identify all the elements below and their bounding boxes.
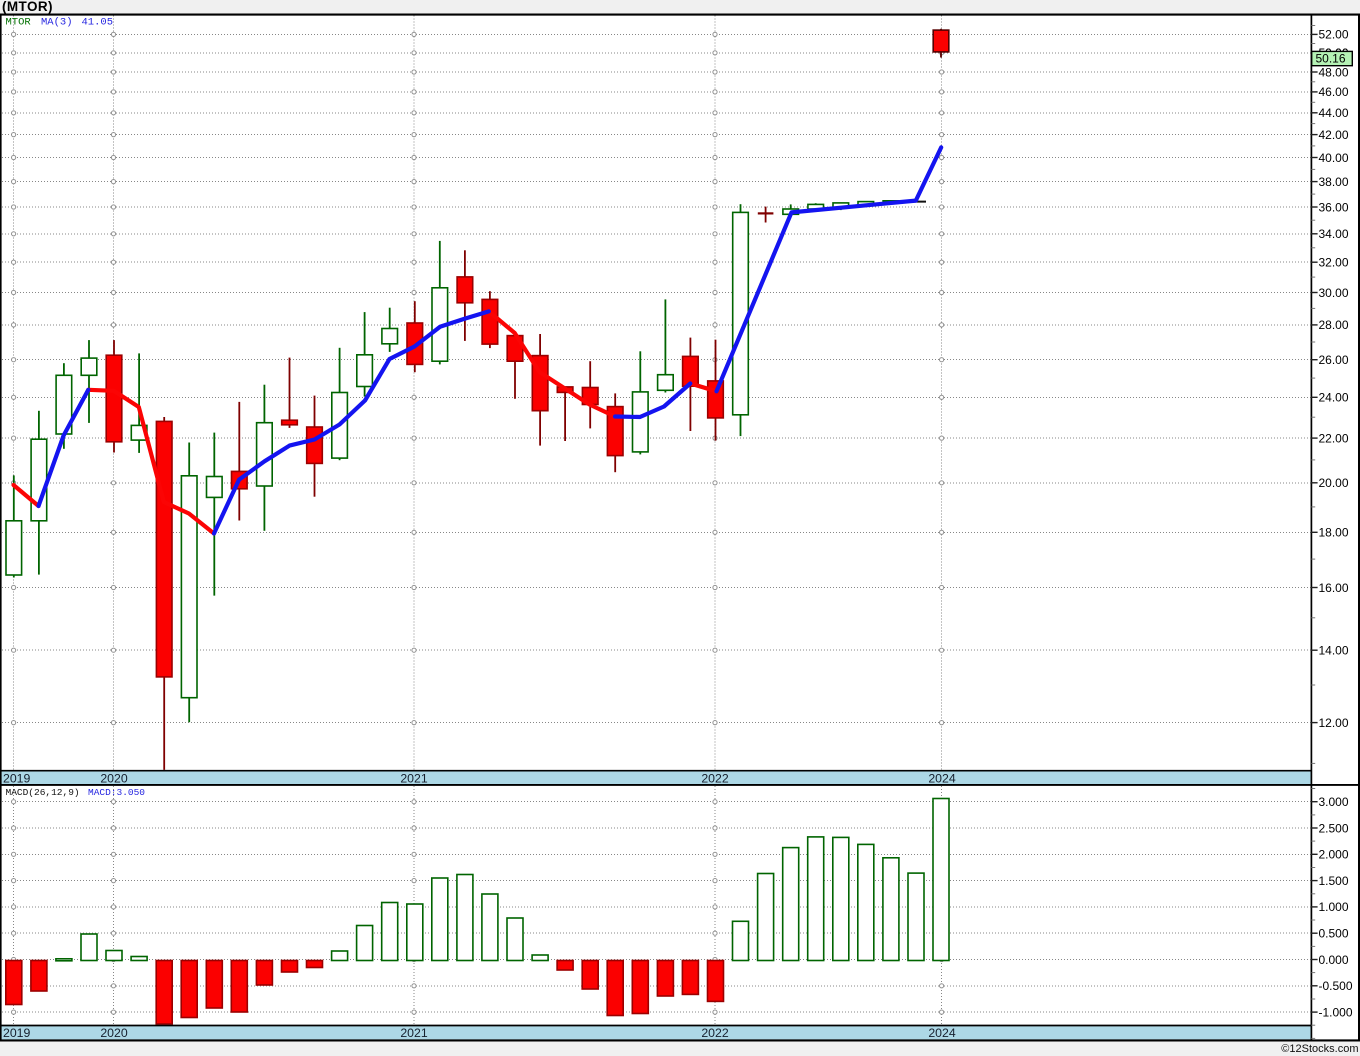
svg-text:46.00: 46.00	[1319, 85, 1349, 99]
svg-text:2024: 2024	[928, 1026, 956, 1040]
svg-text:-0.500: -0.500	[1319, 979, 1353, 993]
svg-text:36.00: 36.00	[1319, 200, 1349, 214]
svg-text:2.500: 2.500	[1319, 821, 1349, 835]
svg-text:(MTOR): (MTOR)	[2, 0, 53, 14]
svg-text:1.500: 1.500	[1319, 874, 1349, 888]
svg-text:0.500: 0.500	[1319, 927, 1349, 941]
svg-text:50.16: 50.16	[1316, 52, 1346, 66]
svg-text:©12Stocks.com: ©12Stocks.com	[1281, 1043, 1358, 1055]
svg-text:38.00: 38.00	[1319, 175, 1349, 189]
svg-text:32.00: 32.00	[1319, 256, 1349, 270]
svg-text:2022: 2022	[701, 771, 729, 785]
svg-text:12.00: 12.00	[1319, 716, 1349, 730]
svg-text:2020: 2020	[100, 1026, 128, 1040]
svg-text:26.00: 26.00	[1319, 353, 1349, 367]
svg-text:0.000: 0.000	[1319, 953, 1349, 967]
svg-text:52.00: 52.00	[1319, 28, 1349, 42]
svg-text:2021: 2021	[400, 1026, 428, 1040]
svg-text:2022: 2022	[701, 1026, 729, 1040]
svg-text:30.00: 30.00	[1319, 286, 1349, 300]
svg-text:20.00: 20.00	[1319, 476, 1349, 490]
svg-text:2020: 2020	[100, 771, 128, 785]
svg-text:22.00: 22.00	[1319, 431, 1349, 445]
svg-text:2019: 2019	[3, 1026, 31, 1040]
svg-text:1.000: 1.000	[1319, 900, 1349, 914]
svg-text:-1.000: -1.000	[1319, 1005, 1353, 1019]
svg-text:2021: 2021	[400, 771, 428, 785]
svg-text:40.00: 40.00	[1319, 151, 1349, 165]
svg-text:14.00: 14.00	[1319, 644, 1349, 658]
svg-text:42.00: 42.00	[1319, 128, 1349, 142]
svg-text:24.00: 24.00	[1319, 391, 1349, 405]
svg-text:16.00: 16.00	[1319, 581, 1349, 595]
svg-text:44.00: 44.00	[1319, 106, 1349, 120]
svg-text:2.000: 2.000	[1319, 848, 1349, 862]
svg-text:MACD(26,12,9)MACD:3.050: MACD(26,12,9) MACD:3.050	[6, 787, 146, 798]
svg-text:48.00: 48.00	[1319, 65, 1349, 79]
svg-text:2024: 2024	[928, 771, 956, 785]
svg-text:34.00: 34.00	[1319, 227, 1349, 241]
svg-text:3.000: 3.000	[1319, 795, 1349, 809]
svg-text:18.00: 18.00	[1319, 526, 1349, 540]
svg-text:2019: 2019	[3, 771, 31, 785]
svg-text:28.00: 28.00	[1319, 318, 1349, 332]
